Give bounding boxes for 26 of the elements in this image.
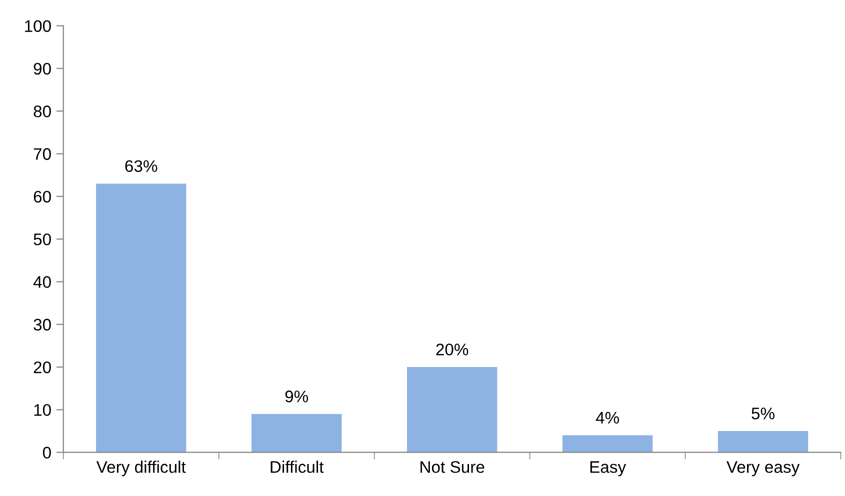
y-tick-label: 100 (25, 20, 51, 32)
bar (406, 367, 498, 452)
x-tick-label: Easy (590, 461, 626, 476)
y-tick-label: 80 (34, 106, 51, 118)
data-label: 4% (596, 412, 620, 424)
y-tick-label: 50 (34, 233, 51, 246)
data-label: 9% (285, 390, 308, 402)
bar (562, 435, 653, 452)
y-tick-label: 70 (34, 148, 51, 160)
y-tick-label: 0 (42, 446, 51, 459)
y-tick-label: 60 (34, 190, 51, 203)
bar (96, 184, 186, 452)
data-label: 63% (125, 160, 158, 172)
y-tick-label: 90 (34, 62, 51, 75)
y-tick-label: 40 (33, 276, 51, 288)
y-tick-label: 30 (34, 318, 51, 331)
x-tick-label: Not Sure (420, 461, 484, 473)
x-tick-label: Very difficult (96, 460, 186, 476)
data-label: 5% (752, 408, 774, 420)
y-tick-label: 20 (34, 361, 51, 374)
x-tick-label: Very easy (726, 461, 800, 476)
x-tick-label: Difficult (270, 460, 324, 473)
bar (252, 414, 342, 452)
y-tick-label: 10 (34, 404, 51, 416)
bar (718, 431, 808, 452)
data-label: 20% (436, 344, 468, 356)
